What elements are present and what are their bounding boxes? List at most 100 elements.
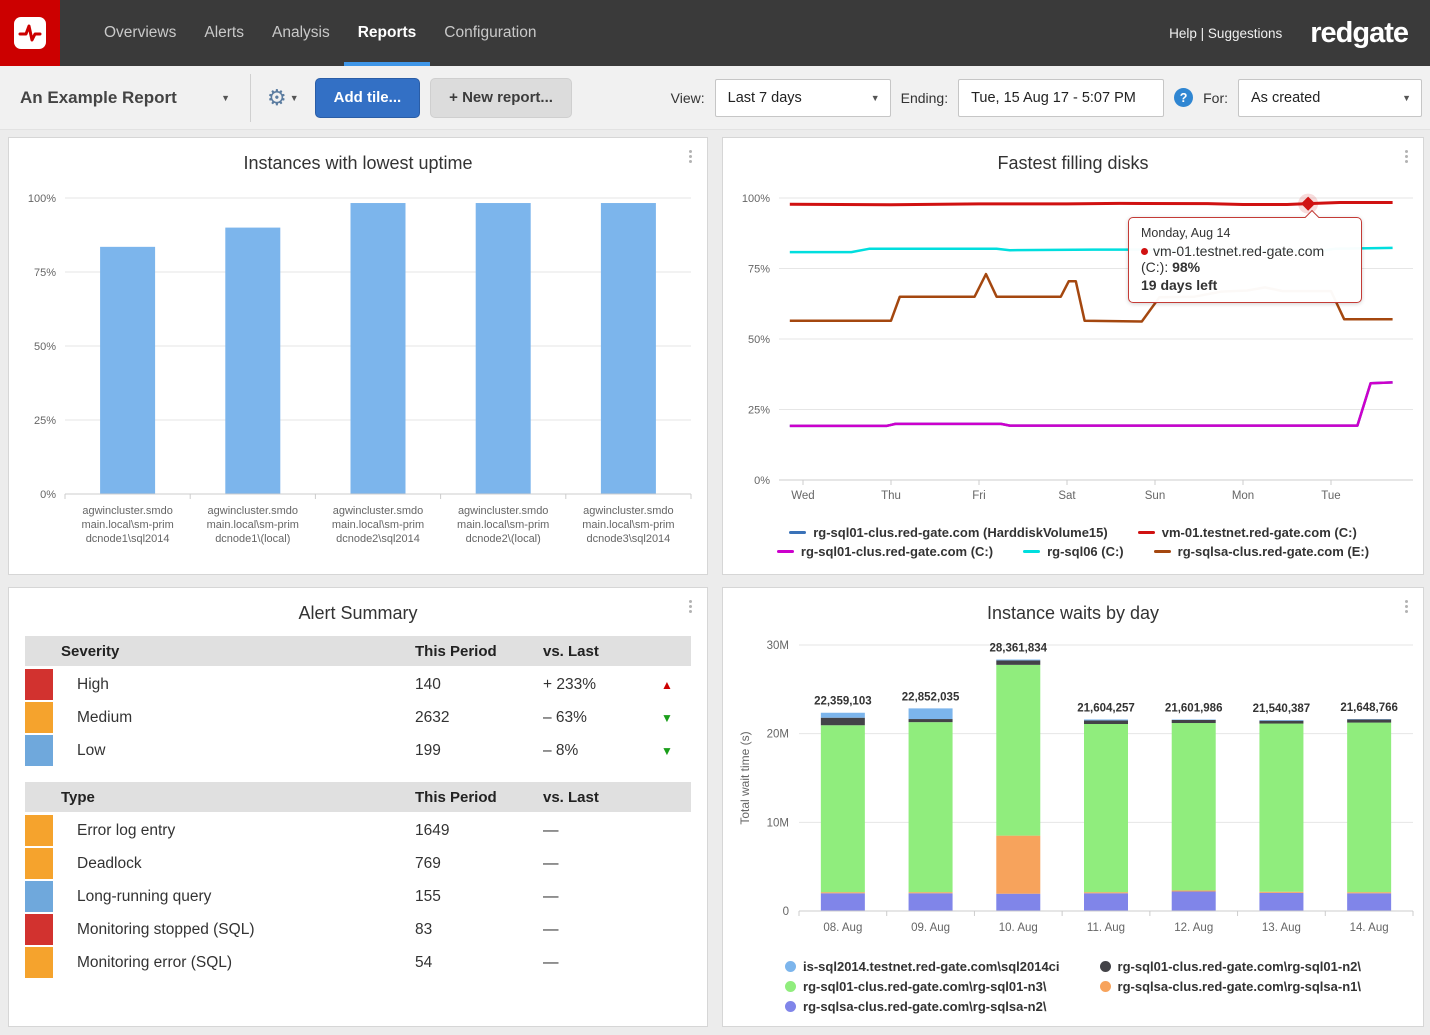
svg-text:main.local\sm-prim: main.local\sm-prim bbox=[457, 519, 549, 531]
report-tiles-grid: Instances with lowest uptime 0% 25% 50% 75%… bbox=[8, 137, 1424, 1027]
report-selector[interactable]: An Example Report ▼ bbox=[0, 66, 240, 129]
view-select-value: Last 7 days bbox=[727, 89, 802, 106]
svg-text:10M: 10M bbox=[767, 817, 789, 829]
svg-text:dcnode2\(local): dcnode2\(local) bbox=[466, 533, 541, 545]
tooltip-value: 98% bbox=[1172, 259, 1201, 275]
tile-title: Alert Summary bbox=[298, 603, 418, 623]
view-label: View: bbox=[670, 89, 705, 106]
svg-text:Mon: Mon bbox=[1232, 490, 1254, 502]
svg-text:13. Aug: 13. Aug bbox=[1262, 922, 1301, 934]
table-row: Low 199– 8% ▼ bbox=[25, 735, 691, 766]
severity-color-swatch bbox=[25, 947, 53, 978]
nav-item-alerts[interactable]: Alerts bbox=[204, 24, 244, 41]
table-header-row: Type This Period vs. Last bbox=[25, 782, 691, 812]
toolbar-divider bbox=[250, 73, 251, 122]
legend-item[interactable]: rg-sqlsa-clus.red-gate.com\rg-sqlsa-n2\ bbox=[785, 999, 1060, 1014]
help-suggestions-link[interactable]: Help | Suggestions bbox=[1169, 25, 1283, 41]
tile-menu-icon[interactable] bbox=[1402, 147, 1411, 166]
svg-text:22,359,103: 22,359,103 bbox=[814, 696, 872, 708]
tile-fastest-filling-disks: Fastest filling disks 0% 25% 50% 75% 100% Wed… bbox=[722, 137, 1424, 575]
down-trend-arrow-icon: ▼ bbox=[661, 710, 673, 725]
settings-gear-button[interactable]: ⚙ ▼ bbox=[261, 86, 305, 109]
tile-menu-icon[interactable] bbox=[1402, 597, 1411, 616]
tile-title: Instances with lowest uptime bbox=[243, 153, 473, 173]
add-tile-button[interactable]: Add tile... bbox=[314, 77, 421, 118]
legend-item[interactable]: rg-sql01-clus.red-gate.com\rg-sql01-n2\ bbox=[1099, 959, 1361, 974]
tile-instances-lowest-uptime: Instances with lowest uptime 0% 25% 50% 75%… bbox=[8, 137, 708, 575]
legend-item[interactable]: rg-sqlsa-clus.red-gate.com (E:) bbox=[1153, 544, 1369, 559]
for-select[interactable]: As created ▼ bbox=[1238, 78, 1422, 117]
nav-item-reports[interactable]: Reports bbox=[343, 0, 431, 66]
legend-item[interactable]: rg-sqlsa-clus.red-gate.com\rg-sqlsa-n1\ bbox=[1099, 979, 1361, 994]
svg-text:28,361,834: 28,361,834 bbox=[990, 643, 1048, 655]
for-label: For: bbox=[1203, 89, 1228, 106]
legend-item[interactable]: rg-sql01-clus.red-gate.com\rg-sql01-n3\ bbox=[785, 979, 1060, 994]
table-row: Medium 2632– 63% ▼ bbox=[25, 702, 691, 733]
table-header-row: Severity This Period vs. Last bbox=[25, 636, 691, 666]
new-report-button[interactable]: + New report... bbox=[430, 77, 572, 118]
nav-item-configuration[interactable]: Configuration bbox=[444, 24, 537, 41]
chevron-down-icon: ▼ bbox=[1402, 92, 1411, 103]
svg-text:agwincluster.smdo: agwincluster.smdo bbox=[333, 505, 424, 517]
svg-text:0%: 0% bbox=[754, 475, 770, 487]
legend-item[interactable]: rg-sql01-clus.red-gate.com (HarddiskVolu… bbox=[789, 525, 1108, 540]
help-question-icon[interactable]: ? bbox=[1174, 88, 1194, 107]
svg-text:100%: 100% bbox=[742, 193, 770, 205]
down-trend-arrow-icon: ▼ bbox=[661, 743, 673, 758]
report-name: An Example Report bbox=[20, 87, 177, 107]
waits-chart-legend: is-sql2014.testnet.red-gate.com\sql2014c… bbox=[723, 959, 1423, 1014]
svg-text:dcnode1\(local): dcnode1\(local) bbox=[215, 533, 290, 545]
svg-text:Thu: Thu bbox=[881, 490, 901, 502]
svg-text:75%: 75% bbox=[748, 264, 770, 276]
svg-text:agwincluster.smdo: agwincluster.smdo bbox=[583, 505, 674, 517]
legend-item[interactable]: vm-01.testnet.red-gate.com (C:) bbox=[1137, 525, 1357, 540]
svg-text:22,852,035: 22,852,035 bbox=[902, 691, 960, 703]
tooltip-series-name: vm-01.testnet.red-gate.com (C:): bbox=[1141, 243, 1325, 275]
alert-summary-table: Severity This Period vs. Last High 140 + 233… bbox=[25, 636, 691, 978]
severity-color-swatch bbox=[25, 881, 53, 912]
ending-label: Ending: bbox=[900, 89, 949, 106]
severity-color-swatch bbox=[25, 815, 53, 846]
disks-chart-legend: rg-sql01-clus.red-gate.com (HarddiskVolu… bbox=[723, 525, 1423, 559]
svg-text:main.local\sm-prim: main.local\sm-prim bbox=[81, 519, 173, 531]
legend-item[interactable]: rg-sql01-clus.red-gate.com (C:) bbox=[776, 544, 993, 559]
legend-item[interactable]: rg-sql06 (C:) bbox=[1023, 544, 1124, 559]
svg-text:Total wait time (s): Total wait time (s) bbox=[738, 731, 752, 824]
svg-text:08. Aug: 08. Aug bbox=[823, 922, 862, 934]
severity-color-swatch bbox=[25, 848, 53, 879]
svg-text:21,648,766: 21,648,766 bbox=[1340, 702, 1398, 714]
severity-color-swatch bbox=[25, 914, 53, 945]
pulse-logo-icon bbox=[14, 17, 46, 49]
app-logo[interactable] bbox=[0, 0, 60, 66]
svg-text:21,601,986: 21,601,986 bbox=[1165, 702, 1223, 714]
table-row: Monitoring stopped (SQL) 83— bbox=[25, 914, 691, 945]
tile-menu-icon[interactable] bbox=[686, 597, 695, 616]
svg-text:Sun: Sun bbox=[1145, 490, 1165, 502]
svg-text:Sat: Sat bbox=[1058, 490, 1076, 502]
svg-text:10. Aug: 10. Aug bbox=[999, 922, 1038, 934]
svg-text:main.local\sm-prim: main.local\sm-prim bbox=[582, 519, 674, 531]
view-select[interactable]: Last 7 days ▼ bbox=[714, 78, 891, 117]
nav-item-analysis[interactable]: Analysis bbox=[271, 24, 330, 41]
svg-text:100%: 100% bbox=[28, 193, 56, 205]
svg-text:dcnode2\sql2014: dcnode2\sql2014 bbox=[336, 533, 420, 545]
table-row: Monitoring error (SQL) 54— bbox=[25, 947, 691, 978]
svg-text:Fri: Fri bbox=[972, 490, 985, 502]
svg-text:09. Aug: 09. Aug bbox=[911, 922, 950, 934]
legend-item[interactable]: is-sql2014.testnet.red-gate.com\sql2014c… bbox=[785, 959, 1060, 974]
tile-title: Instance waits by day bbox=[986, 603, 1160, 623]
table-row: Long-running query 155— bbox=[25, 881, 691, 912]
svg-text:20M: 20M bbox=[767, 729, 789, 741]
chevron-down-icon: ▼ bbox=[870, 92, 880, 103]
top-navigation: Overviews Alerts Analysis Reports Configurat… bbox=[0, 0, 1430, 66]
svg-text:Tue: Tue bbox=[1321, 490, 1340, 502]
redgate-wordmark: redgate bbox=[1310, 16, 1409, 49]
svg-text:75%: 75% bbox=[34, 267, 56, 279]
ending-datetime-input[interactable]: Tue, 15 Aug 17 - 5:07 PM bbox=[958, 78, 1165, 117]
tile-menu-icon[interactable] bbox=[686, 147, 695, 166]
for-select-value: As created bbox=[1251, 89, 1321, 106]
svg-text:0%: 0% bbox=[40, 489, 56, 501]
svg-text:12. Aug: 12. Aug bbox=[1174, 922, 1213, 934]
nav-item-overviews[interactable]: Overviews bbox=[104, 24, 177, 41]
svg-text:11. Aug: 11. Aug bbox=[1087, 922, 1125, 934]
